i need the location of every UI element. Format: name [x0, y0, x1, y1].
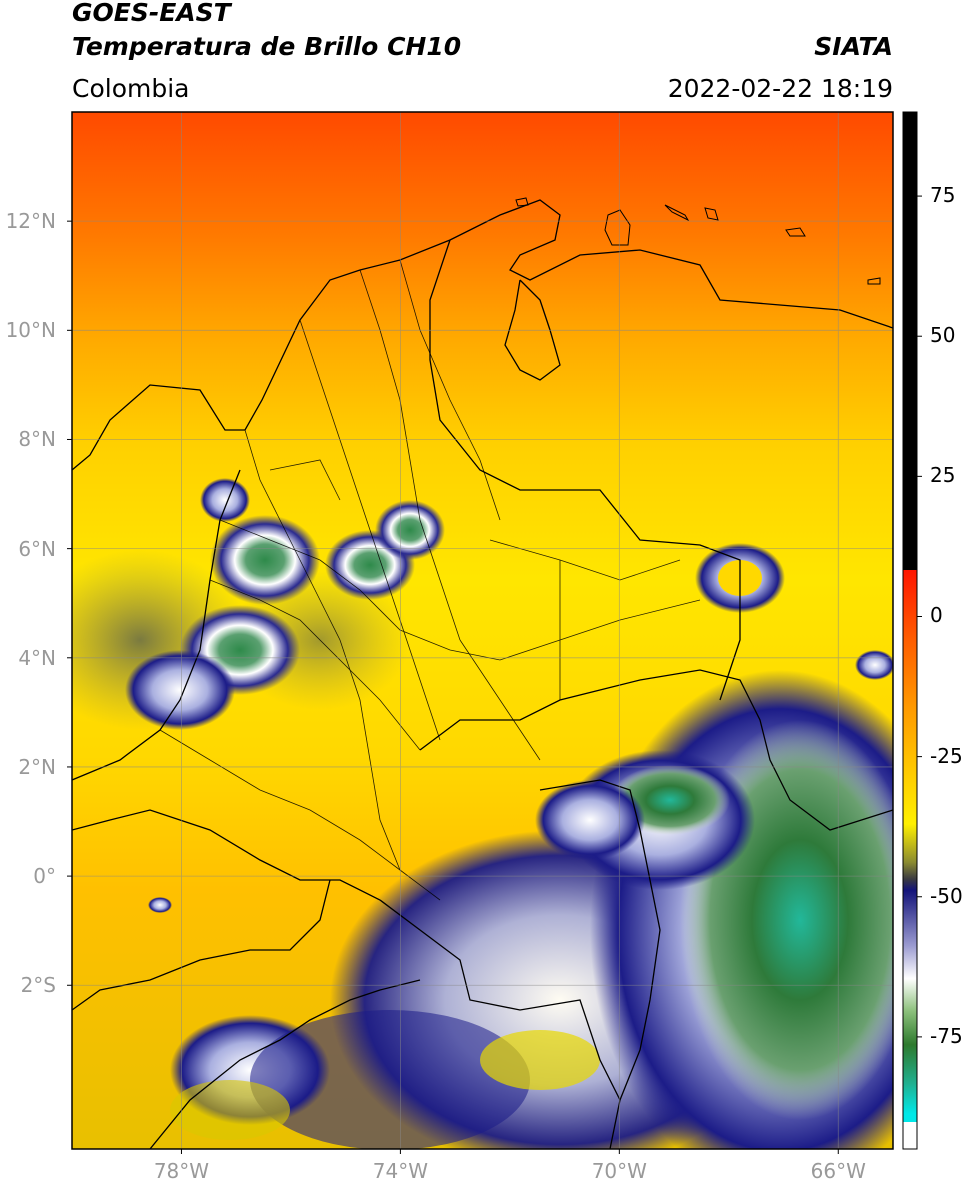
colorbar-label: 25: [930, 463, 956, 488]
title-line-1: GOES-EAST: [72, 0, 231, 27]
lat-label: 12°N: [5, 209, 56, 234]
colorbar-white-band: [903, 1122, 917, 1149]
lat-label: 2°N: [18, 754, 56, 779]
region-label: Colombia: [72, 74, 190, 103]
lat-label: 2°S: [20, 973, 56, 998]
lon-label: 66°W: [810, 1159, 866, 1183]
colorbar: [902, 111, 922, 1150]
colorbar-label: 75: [930, 183, 956, 208]
colorbar-frame: [902, 111, 918, 1150]
lat-label: 4°N: [18, 645, 56, 670]
borders: [72, 199, 893, 1149]
colorbar-label: -50: [930, 883, 963, 908]
map-frame: [71, 111, 894, 1150]
lon-label: 78°W: [153, 1159, 210, 1183]
datetime-label: 2022-02-22 18:19: [667, 74, 893, 103]
colorbar-label: -75: [930, 1023, 963, 1048]
colorbar-label: -25: [930, 743, 963, 768]
lat-label: 10°N: [5, 318, 56, 343]
lat-label: 0°: [33, 864, 56, 889]
lon-label: 70°W: [591, 1159, 647, 1183]
satellite-imagery: [72, 112, 893, 1149]
title-line-2: Temperatura de Brillo CH10: [72, 32, 462, 61]
colorbar-label: 0: [930, 603, 943, 628]
organization-label: SIATA: [814, 32, 893, 61]
colorbar-black-band: [903, 112, 917, 570]
colorbar-label: 50: [930, 323, 956, 348]
lat-label: 6°N: [18, 536, 56, 561]
colorbar-gradient: [903, 570, 917, 1122]
lon-label: 74°W: [372, 1159, 429, 1183]
map-grid: [72, 112, 893, 1149]
lat-label: 8°N: [18, 427, 56, 452]
